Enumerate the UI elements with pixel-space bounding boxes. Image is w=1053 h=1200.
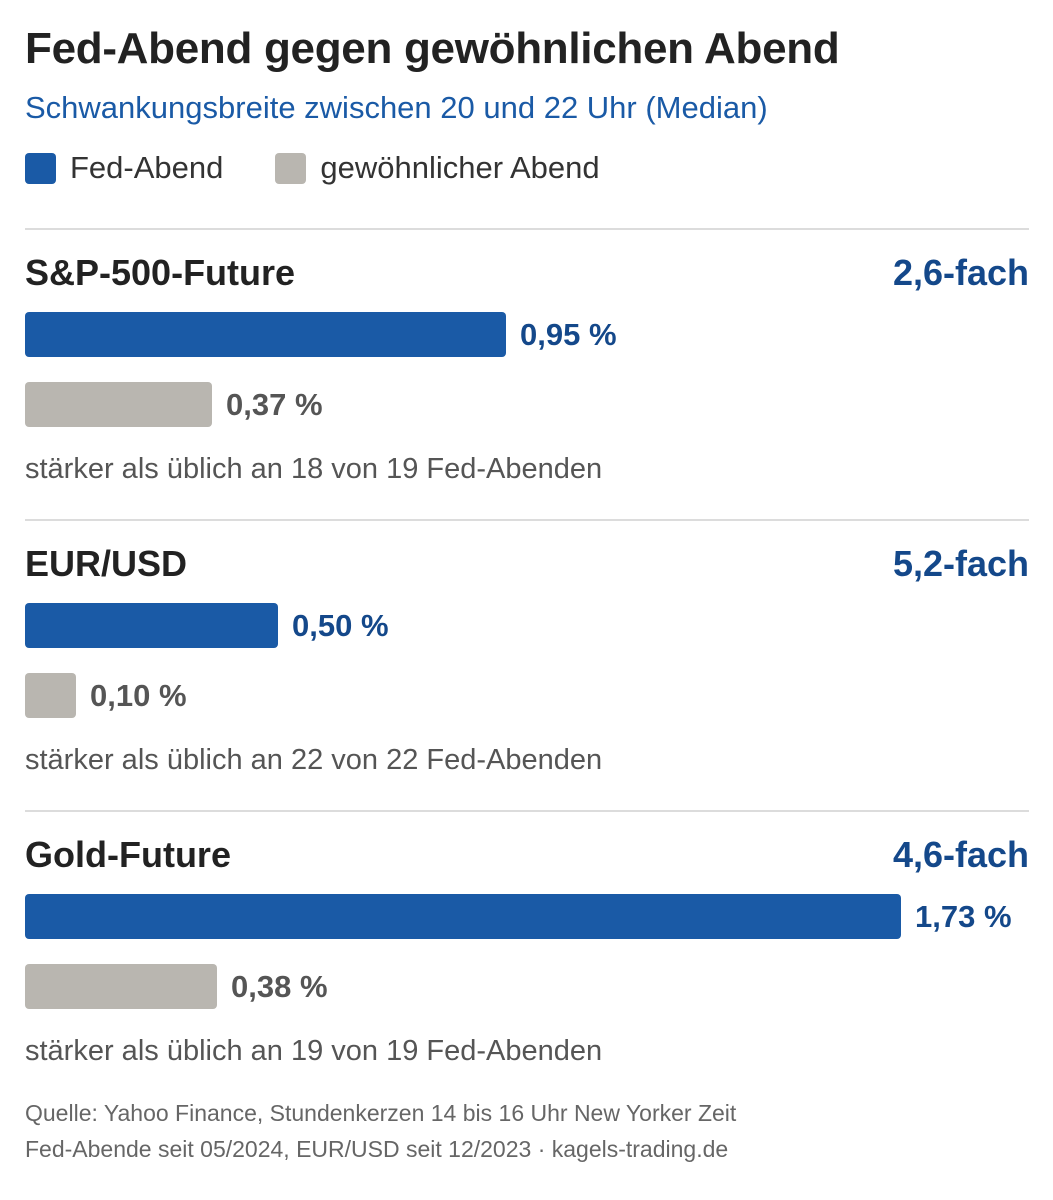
- panel-note-s-p-500-future: stärker als üblich an 18 von 19 Fed-Aben…: [25, 453, 603, 485]
- source-line-1: Quelle: Yahoo Finance, Stundenkerzen 14 …: [25, 1100, 737, 1126]
- legend-swatch-normal: [275, 152, 307, 184]
- bar-normal-gold-future: [25, 964, 217, 1009]
- bar-fed-gold-future: [25, 894, 901, 939]
- chart-title: Fed-Abend gegen gewöhnlichen Abend: [25, 24, 840, 73]
- legend-label-fed: Fed-Abend: [70, 150, 224, 185]
- legend-item-fed: Fed-Abend: [25, 150, 223, 186]
- bar-normal-s-p-500-future: [25, 382, 212, 427]
- value-label-normal-gold-future: 0,38 %: [231, 969, 328, 1004]
- panel-divider: [25, 519, 1029, 521]
- panel-divider: [25, 810, 1029, 812]
- panel-title-eur-usd: EUR/USD: [25, 543, 188, 584]
- panel-factor-eur-usd: 5,2-fach: [892, 543, 1029, 584]
- panel-divider: [25, 228, 1029, 230]
- chart-subtitle: Schwankungsbreite zwischen 20 und 22 Uhr…: [25, 90, 768, 125]
- bar-normal-eur-usd: [25, 673, 76, 718]
- source-line-2: Fed-Abende seit 05/2024, EUR/USD seit 12…: [25, 1136, 729, 1162]
- panel-factor-gold-future: 4,6-fach: [892, 834, 1029, 875]
- value-label-normal-eur-usd: 0,10 %: [90, 678, 187, 713]
- bar-fed-s-p-500-future: [25, 312, 506, 357]
- value-label-fed-eur-usd: 0,50 %: [292, 608, 389, 643]
- panel-title-s-p-500-future: S&P-500-Future: [25, 252, 296, 293]
- panel-factor-s-p-500-future: 2,6-fach: [892, 252, 1029, 293]
- value-label-fed-s-p-500-future: 0,95 %: [520, 317, 617, 352]
- legend-label-normal: gewöhnlicher Abend: [320, 150, 600, 185]
- legend-swatch-fed: [25, 152, 56, 184]
- panel-note-gold-future: stärker als üblich an 19 von 19 Fed-Aben…: [25, 1035, 603, 1067]
- legend-item-normal: gewöhnlicher Abend: [275, 150, 600, 186]
- legend: Fed-Abend gewöhnlicher Abend: [25, 150, 652, 186]
- panel-title-gold-future: Gold-Future: [25, 834, 231, 875]
- value-label-fed-gold-future: 1,73 %: [915, 899, 1012, 934]
- bar-fed-eur-usd: [25, 603, 278, 648]
- value-label-normal-s-p-500-future: 0,37 %: [226, 387, 323, 422]
- panel-note-eur-usd: stärker als üblich an 22 von 22 Fed-Aben…: [25, 744, 603, 776]
